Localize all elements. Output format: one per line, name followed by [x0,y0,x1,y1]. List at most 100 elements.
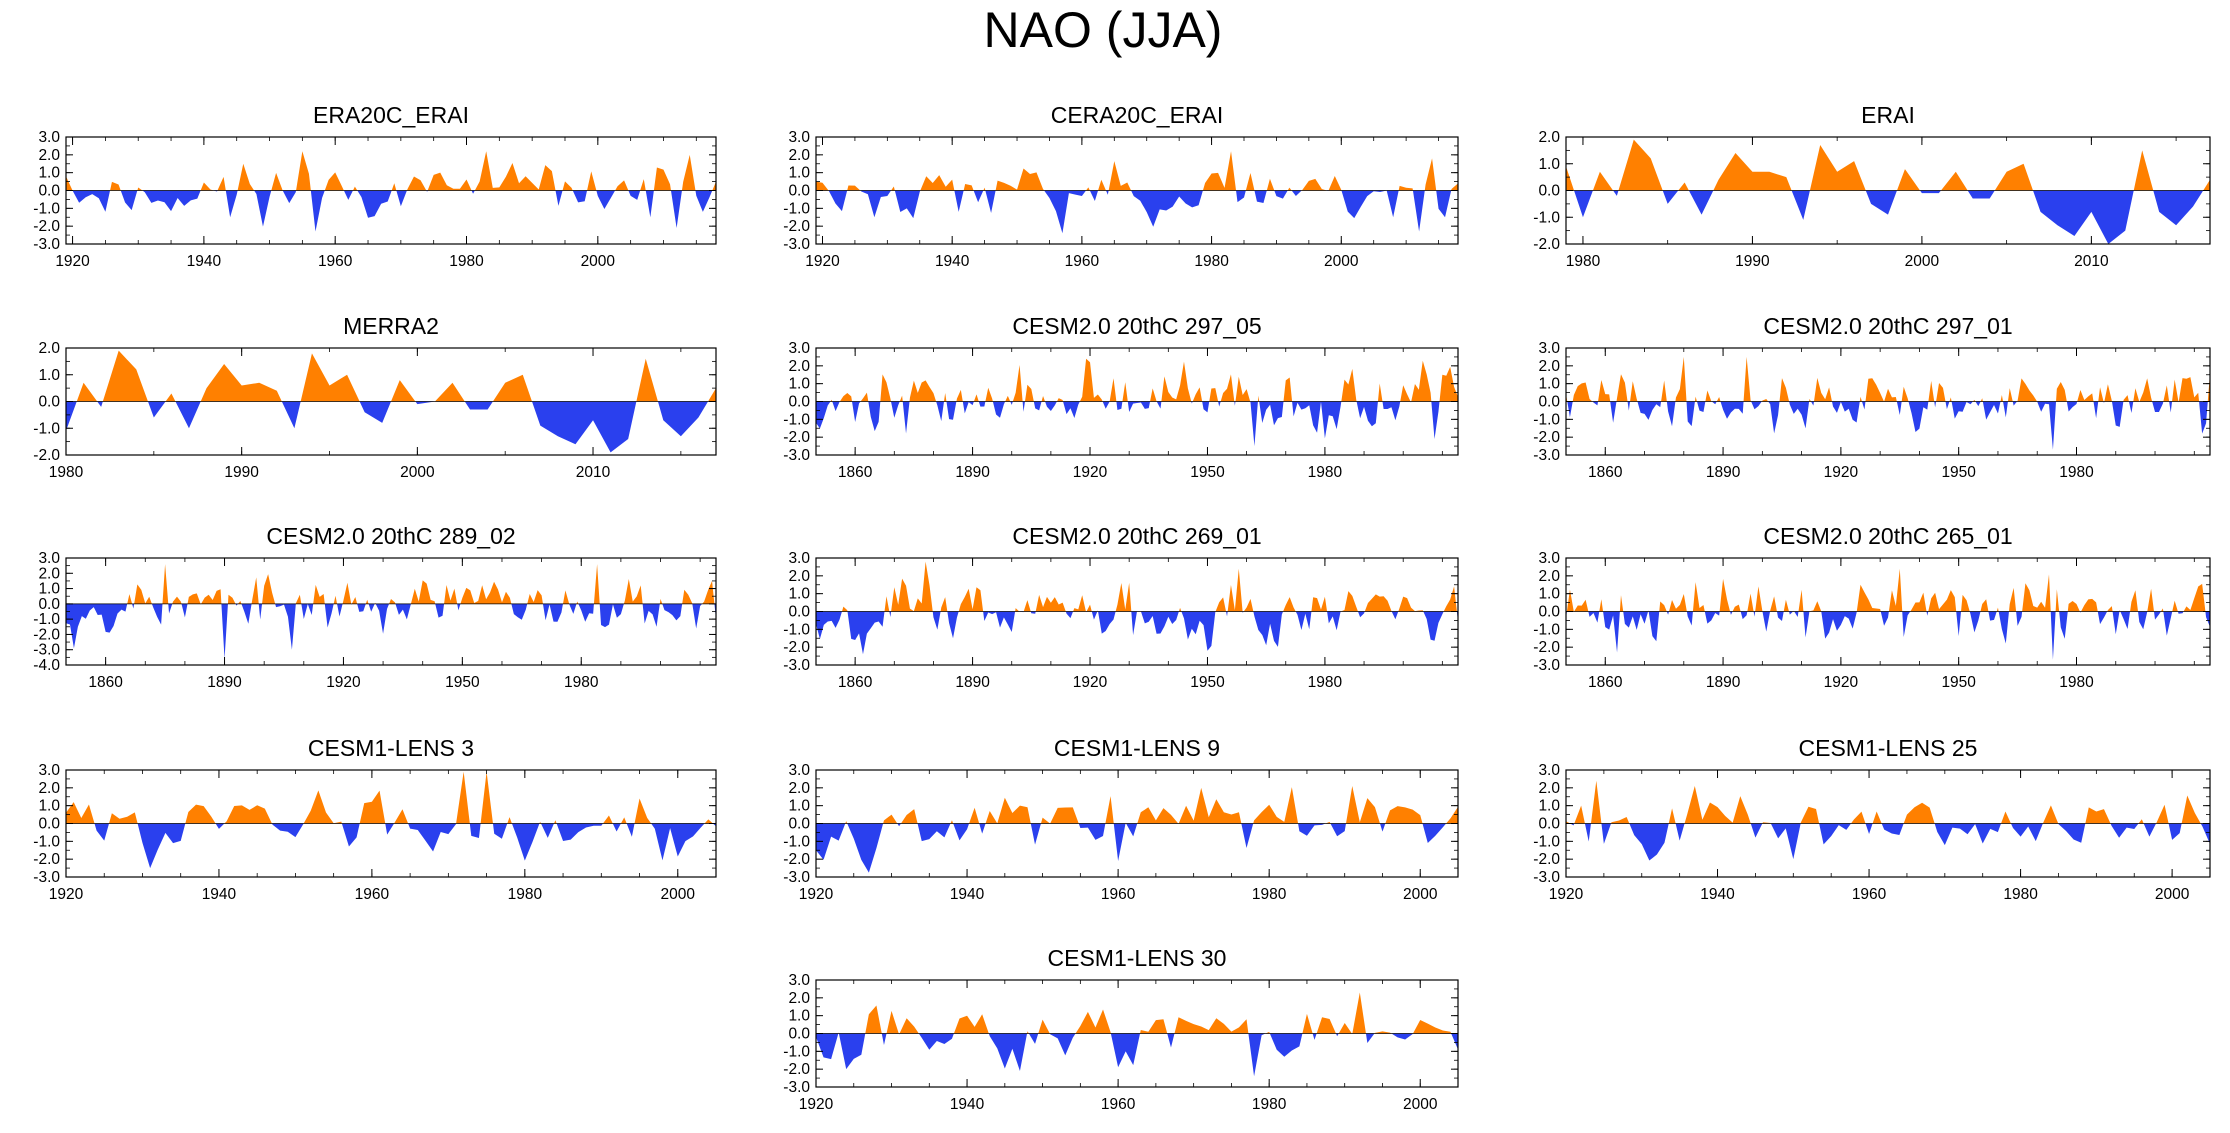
y-tick-label: 1.0 [38,798,60,815]
panel-title: CESM2.0 20thC 289_02 [266,523,515,549]
negative-area [816,823,1458,873]
y-tick-label: 3.0 [38,550,60,567]
y-tick-label: 2.0 [1538,780,1560,797]
y-tick-label: 3.0 [1538,340,1560,357]
y-tick-label: 2.0 [788,568,810,585]
x-tick-label: 1950 [445,674,480,691]
negative-area [816,190,1458,234]
y-tick-label: -2.0 [783,218,810,235]
y-tick-label: 3.0 [788,340,810,357]
series-area [1566,356,2210,450]
panel-13: CESM1-LENS 30 3.02.01.00.0-1.0-2.0-3.0192… [783,945,1459,1113]
figure-title: NAO (JJA) [984,2,1223,58]
x-tick-label: 1940 [950,886,985,903]
y-tick-label: 2.0 [38,340,60,357]
panel-title: CESM1-LENS 25 [1799,735,1978,761]
x-tick-label: 1980 [49,464,84,481]
y-tick-label: 3.0 [1538,762,1560,779]
x-tick-label: 1940 [1700,886,1735,903]
y-tick-label: -3.0 [1533,869,1560,886]
panel-3: ERAI 2.0 1.0 0.0 -1.0 -2.0 1980 1990 2000 2010 [1533,102,2211,270]
x-tick-label: 1920 [1824,674,1859,691]
y-tick-label: 3.0 [38,129,60,146]
x-tick-label: 1990 [1735,253,1770,270]
y-tick-label: 2.0 [788,990,810,1007]
y-tick-label: 3.0 [788,762,810,779]
y-tick-label: 0.0 [38,596,60,613]
y-tick-label: 2.0 [788,147,810,164]
y-tick-label: -1.0 [783,411,810,428]
y-tick-label: 0.0 [788,394,810,411]
positive-area [66,350,716,402]
x-tick-label: 2000 [2155,886,2190,903]
y-tick-label: 1.0 [38,165,60,182]
y-tick-label: -2.0 [783,639,810,656]
y-tick-label: 2.0 [1538,129,1560,146]
series-area [66,151,716,232]
y-tick-label: 1.0 [1538,586,1560,603]
x-tick-label: 1920 [805,253,840,270]
y-tick-label: -2.0 [33,447,60,464]
positive-area [816,992,1458,1034]
panel-title: CESM1-LENS 30 [1048,945,1227,971]
x-tick-label: 1960 [318,253,353,270]
x-tick-label: 1920 [55,253,90,270]
y-tick-label: 0.0 [38,816,60,833]
panel-title: CERA20C_ERAI [1051,102,1224,128]
series-area [1566,568,2210,660]
y-tick-label: -3.0 [783,657,810,674]
x-tick-label: 1980 [1308,464,1343,481]
panel-7: CESM2.0 20thC 289_02 3.02.01.00.0-1.0-2.0… [33,523,717,691]
panel-5: CESM2.0 20thC 297_05 3.02.01.00.0-1.0-2.0… [783,313,1459,481]
negative-area [1566,823,2210,861]
x-tick-label: 1890 [207,674,242,691]
negative-area [1566,401,2210,450]
positive-area [1566,356,2210,402]
panel-8: CESM2.0 20thC 269_01 3.02.01.00.0-1.0-2.0… [783,523,1459,691]
y-tick-label: 0.0 [1538,816,1560,833]
y-tick-label: 2.0 [38,565,60,582]
panel-11: CESM1-LENS 9 3.02.01.00.0-1.0-2.0-3.01920… [783,735,1459,903]
y-tick-label: -2.0 [33,218,60,235]
y-tick-label: 1.0 [788,798,810,815]
x-tick-label: 1980 [564,674,599,691]
y-tick-label: 3.0 [38,762,60,779]
x-tick-label: 1890 [1706,674,1741,691]
series-area [1566,780,2210,861]
x-tick-label: 1890 [955,674,990,691]
y-tick-label: -3.0 [783,236,810,253]
x-tick-label: 2000 [581,253,616,270]
x-tick-label: 1940 [202,886,237,903]
y-tick-label: -1.0 [783,621,810,638]
x-tick-label: 1950 [1941,464,1976,481]
series-area [66,350,716,453]
x-tick-label: 1960 [1101,886,1136,903]
y-tick-label: -2.0 [783,429,810,446]
y-tick-label: -1.0 [783,1043,810,1060]
panel-10: CESM1-LENS 3 3.02.01.00.0-1.0-2.0-3.01920… [33,735,717,903]
x-tick-label: 2000 [400,464,435,481]
panel-9: CESM2.0 20thC 265_01 3.02.01.00.0-1.0-2.0… [1533,523,2211,691]
y-tick-label: -3.0 [1533,657,1560,674]
x-tick-label: 1890 [955,464,990,481]
x-tick-label: 2000 [1324,253,1359,270]
x-tick-label: 2000 [1905,253,1940,270]
x-tick-label: 1920 [1549,886,1584,903]
x-tick-label: 1980 [1194,253,1229,270]
y-tick-label: -2.0 [33,626,60,643]
positive-area [66,151,716,191]
x-tick-label: 2010 [2074,253,2109,270]
y-tick-label: 2.0 [1538,568,1560,585]
series-area [816,992,1458,1077]
x-tick-label: 1920 [326,674,361,691]
x-tick-label: 1980 [2003,886,2038,903]
series-area [66,564,716,659]
y-tick-label: -2.0 [33,851,60,868]
x-tick-label: 2000 [661,886,696,903]
y-tick-label: -3.0 [783,447,810,464]
y-tick-label: 1.0 [788,376,810,393]
panel-title: ERAI [1861,102,1915,128]
